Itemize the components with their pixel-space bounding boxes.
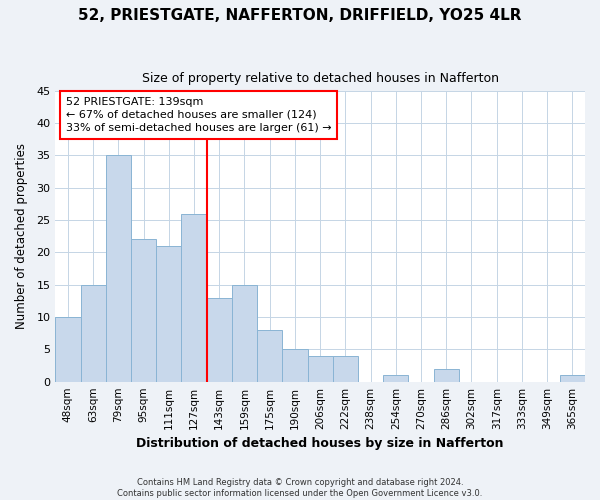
Bar: [232, 284, 257, 382]
Bar: [181, 214, 206, 382]
Bar: [434, 369, 459, 382]
Title: Size of property relative to detached houses in Nafferton: Size of property relative to detached ho…: [142, 72, 499, 86]
Bar: [283, 350, 308, 382]
Bar: [55, 317, 80, 382]
Bar: [383, 375, 409, 382]
Text: Contains HM Land Registry data © Crown copyright and database right 2024.
Contai: Contains HM Land Registry data © Crown c…: [118, 478, 482, 498]
Bar: [308, 356, 333, 382]
Bar: [560, 375, 585, 382]
Text: 52, PRIESTGATE, NAFFERTON, DRIFFIELD, YO25 4LR: 52, PRIESTGATE, NAFFERTON, DRIFFIELD, YO…: [78, 8, 522, 22]
Bar: [257, 330, 283, 382]
Bar: [333, 356, 358, 382]
X-axis label: Distribution of detached houses by size in Nafferton: Distribution of detached houses by size …: [136, 437, 504, 450]
Bar: [80, 284, 106, 382]
Bar: [131, 240, 156, 382]
Y-axis label: Number of detached properties: Number of detached properties: [15, 144, 28, 330]
Text: 52 PRIESTGATE: 139sqm
← 67% of detached houses are smaller (124)
33% of semi-det: 52 PRIESTGATE: 139sqm ← 67% of detached …: [66, 96, 332, 133]
Bar: [156, 246, 181, 382]
Bar: [106, 156, 131, 382]
Bar: [206, 298, 232, 382]
